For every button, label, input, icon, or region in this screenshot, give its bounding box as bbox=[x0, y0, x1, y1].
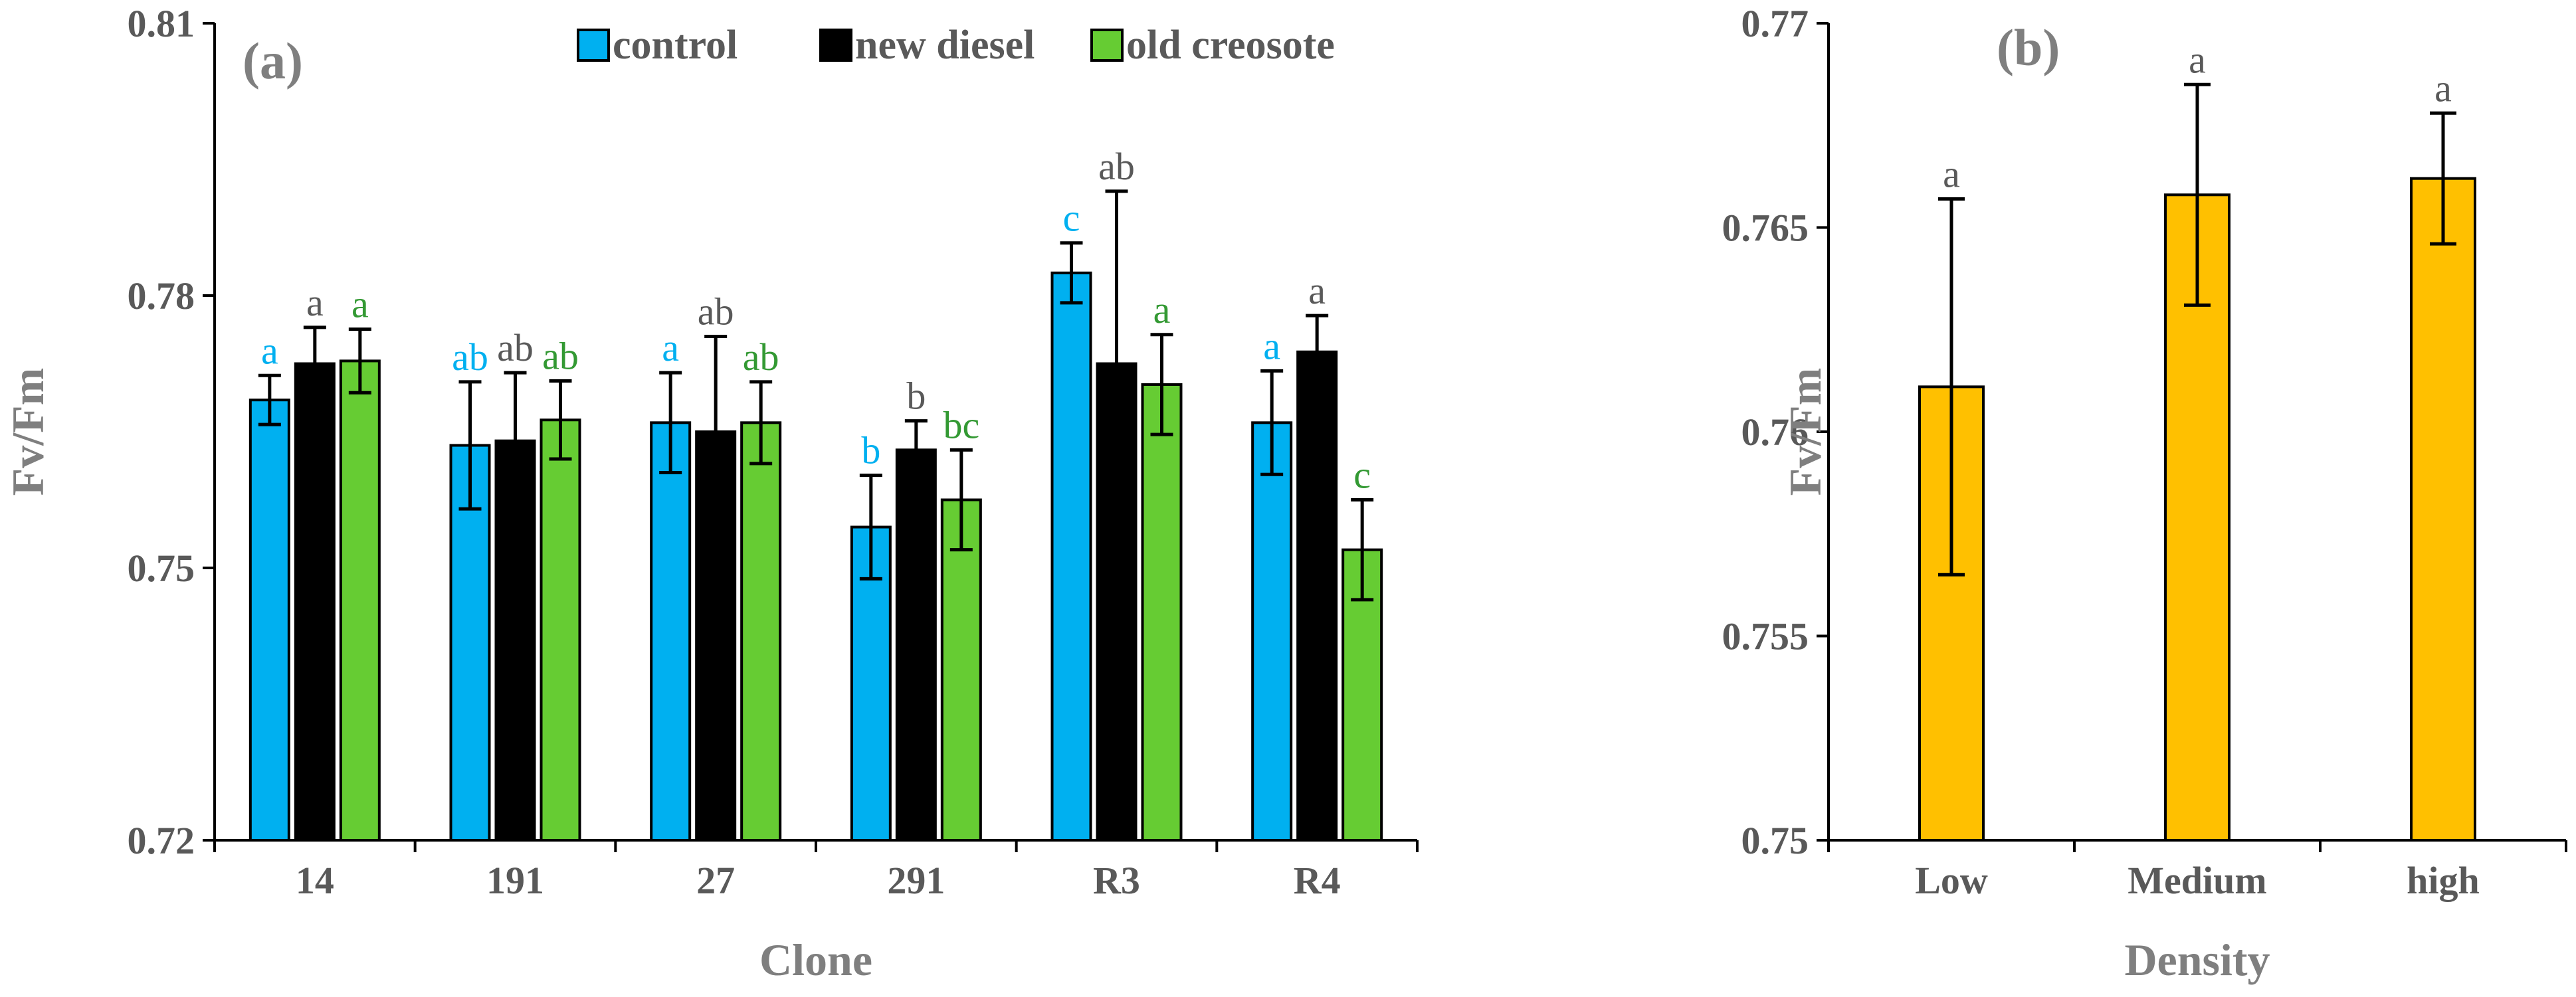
panel-b-bar bbox=[2410, 177, 2476, 842]
legend-label: new diesel bbox=[855, 23, 1035, 68]
panel-a-bar bbox=[294, 362, 336, 842]
panel-a-significance-label: bc bbox=[943, 403, 979, 446]
panel-a-y-tick-label: 0.78 bbox=[128, 274, 195, 317]
panel-a-significance-label: a bbox=[306, 281, 324, 324]
panel-a-y-tick-label: 0.72 bbox=[128, 819, 195, 862]
panel-a-significance-label: a bbox=[351, 283, 369, 326]
panel-a-significance-label: a bbox=[1308, 269, 1326, 312]
panel-a-y-tick-label: 0.75 bbox=[128, 547, 195, 590]
panel-b-y-tick-label: 0.765 bbox=[1722, 207, 1809, 250]
panel-a-significance-label: a bbox=[261, 329, 278, 372]
panel-b-significance-label: a bbox=[2189, 38, 2206, 81]
legend-swatch bbox=[819, 29, 852, 62]
panel-a-bar bbox=[940, 498, 982, 842]
panel-a-bar bbox=[248, 399, 290, 842]
panel-a-significance-label: ab bbox=[698, 290, 734, 333]
panel-a-x-tick-label: 14 bbox=[296, 859, 334, 902]
panel-a-label: (a) bbox=[243, 32, 303, 90]
panel-b-significance-label: a bbox=[2434, 66, 2452, 110]
panel-a-significance-label: a bbox=[662, 326, 679, 369]
panel-b-x-tick-label: high bbox=[2407, 859, 2480, 902]
panel-b-y-tick-label: 0.755 bbox=[1722, 615, 1809, 658]
panel-a-bar bbox=[895, 448, 937, 842]
panel-a-y-tick-label: 0.81 bbox=[128, 2, 195, 45]
panel-a-bar bbox=[1050, 271, 1092, 842]
legend-label: old creosote bbox=[1126, 23, 1335, 68]
panel-a-x-axis-title: Clone bbox=[759, 935, 872, 985]
panel-a-x-tick-label: 27 bbox=[696, 859, 735, 902]
panel-b-y-tick-label: 0.75 bbox=[1741, 819, 1809, 862]
panel-a-bar bbox=[1251, 421, 1293, 842]
panel-a-significance-label: c bbox=[1063, 197, 1080, 240]
legend-swatch bbox=[577, 29, 610, 62]
panel-a-x-tick-label: 191 bbox=[486, 859, 544, 902]
panel-a-significance-label: a bbox=[1263, 324, 1280, 367]
panel-b-significance-label: a bbox=[1943, 152, 1960, 195]
panel-b-x-tick-label: Medium bbox=[2128, 859, 2266, 902]
panel-b-y-tick-label: 0.77 bbox=[1741, 2, 1809, 45]
panel-a-x-tick-label: 291 bbox=[887, 859, 945, 902]
panel-a-significance-label: b bbox=[906, 375, 926, 418]
panel-a-bar bbox=[1296, 350, 1338, 842]
panel-b-y-tick-label: 0.76 bbox=[1741, 410, 1809, 454]
panel-a-significance-label: c bbox=[1353, 454, 1371, 497]
panel-a-significance-label: ab bbox=[1098, 145, 1135, 188]
panel-b-x-axis-title: Density bbox=[2124, 935, 2270, 985]
panel-a-significance-label: b bbox=[861, 429, 880, 472]
legend-swatch bbox=[1090, 29, 1124, 62]
legend-label: control bbox=[613, 23, 738, 68]
panel-a-y-axis-title: Fv/Fm bbox=[3, 368, 53, 496]
panel-b-label: (b) bbox=[1997, 19, 2060, 76]
panel-b-x-tick-label: Low bbox=[1915, 859, 1988, 902]
panel-a-bar bbox=[339, 359, 381, 842]
panel-a-significance-label: ab bbox=[497, 326, 534, 369]
panel-a-significance-label: ab bbox=[743, 335, 779, 379]
panel-b-y-axis-title: Fv/Fm bbox=[1780, 368, 1831, 496]
panel-a-bar bbox=[650, 421, 692, 842]
panel-a-bar bbox=[540, 418, 581, 842]
panel-a-significance-label: ab bbox=[542, 334, 579, 377]
panel-a-bar bbox=[1141, 383, 1183, 842]
panel-a-significance-label: a bbox=[1153, 288, 1171, 331]
panel-a-x-tick-label: R4 bbox=[1294, 859, 1341, 902]
panel-a-x-tick-label: R3 bbox=[1093, 859, 1140, 902]
panel-a-bar bbox=[740, 421, 782, 842]
panel-a-significance-label: ab bbox=[452, 335, 488, 379]
